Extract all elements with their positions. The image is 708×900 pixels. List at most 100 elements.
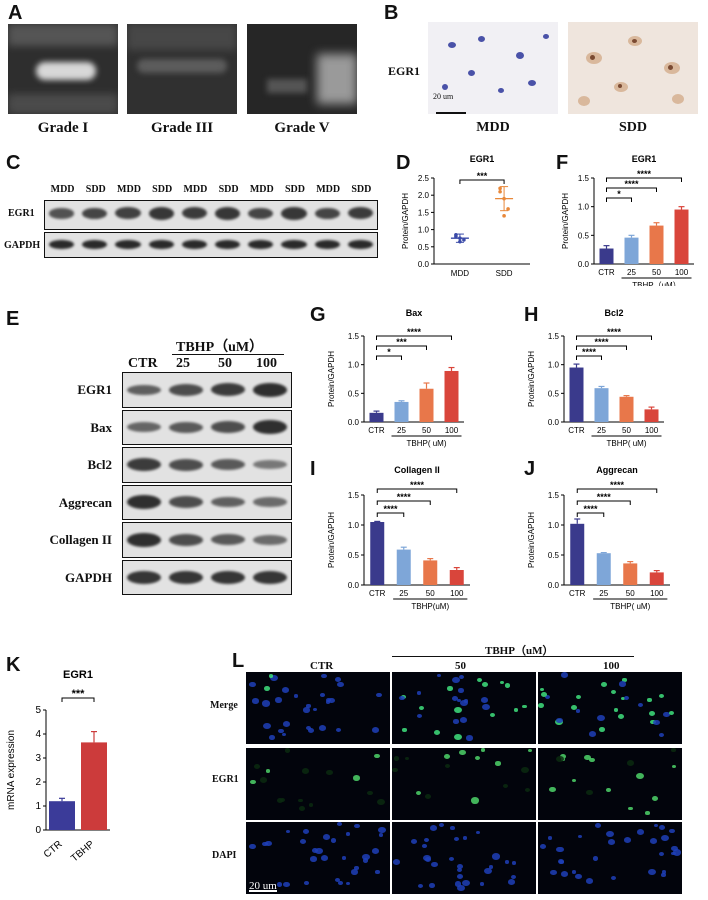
nucleus — [539, 687, 545, 692]
nucleus — [392, 768, 398, 773]
sig-bracket — [606, 197, 632, 202]
blot-c-lane-labels: MDD SDD MDD SDD MDD SDD MDD SDD MDD SDD — [46, 184, 376, 198]
nucleus — [628, 806, 633, 811]
if-col-100: 100 — [603, 660, 620, 672]
nucleus — [617, 714, 624, 720]
blot-e-row-label: Aggrecan — [58, 494, 112, 510]
nucleus — [249, 779, 256, 785]
band — [215, 206, 241, 220]
bar — [570, 523, 585, 585]
band — [347, 240, 373, 249]
nucleus — [454, 707, 462, 714]
sig-bracket — [576, 500, 631, 505]
nucleus — [592, 856, 599, 861]
nucleus — [457, 698, 462, 702]
nucleus — [489, 712, 495, 717]
nucleus — [454, 881, 462, 887]
nucleus — [312, 707, 318, 712]
y-tick-label: 0.0 — [578, 260, 590, 269]
y-tick-label: 0.5 — [548, 551, 560, 560]
blot-e-row — [122, 372, 292, 408]
blot-c-lane-label: SDD — [152, 184, 173, 195]
nucleus — [330, 838, 337, 843]
if-row-egr1: EGR1 — [212, 774, 239, 785]
nucleus — [556, 846, 564, 853]
nucleus — [607, 838, 616, 845]
band — [281, 240, 307, 249]
y-tick-label: 1.0 — [548, 361, 560, 370]
blot-e-row-label: Bax — [90, 419, 112, 435]
nucleus — [451, 696, 458, 702]
nucleus — [482, 703, 490, 711]
x-axis-label: TBHP(uM) — [411, 602, 449, 611]
y-tick-label: 0.5 — [418, 243, 430, 252]
nucleus — [303, 707, 310, 713]
sig-stars: **** — [582, 347, 597, 357]
y-tick-label: 1.5 — [548, 332, 560, 341]
nucleus — [611, 689, 617, 695]
nucleus — [325, 700, 330, 704]
blot-c-lane-label: MDD — [249, 184, 274, 195]
nucleus — [466, 735, 473, 741]
panel-label-k: K — [6, 654, 21, 676]
nucleus — [300, 839, 307, 845]
data-point — [498, 186, 502, 191]
blot-e-tbhp-line — [172, 354, 284, 355]
nucleus — [453, 719, 459, 724]
nucleus — [310, 856, 317, 862]
if-image — [392, 748, 536, 820]
bar — [369, 412, 384, 422]
band — [253, 534, 287, 545]
y-tick-label: 1 — [35, 801, 41, 812]
nucleus — [428, 883, 435, 889]
y-tick-label: 0.0 — [548, 418, 560, 427]
nucleus — [378, 827, 386, 834]
nucleus — [637, 828, 645, 835]
nucleus — [448, 856, 454, 861]
nucleus — [653, 720, 660, 726]
band — [314, 207, 340, 220]
nucleus — [367, 791, 373, 796]
nucleus — [323, 833, 331, 840]
nucleus — [668, 710, 675, 716]
if-row-dapi: DAPI — [212, 850, 237, 861]
nucleus — [476, 677, 483, 682]
nucleus — [561, 871, 569, 877]
mri-image-grade-1 — [8, 24, 118, 114]
x-tick-label: CTR — [368, 426, 385, 435]
blot-e-row — [122, 447, 292, 483]
nucleus — [596, 714, 605, 722]
blot-e-row-label: Bcl2 — [87, 457, 112, 472]
grade-3-label: Grade III — [150, 120, 214, 136]
x-tick-label: CTR — [42, 839, 65, 861]
blot-e-lane-25: 25 — [176, 356, 190, 371]
band — [211, 497, 245, 508]
nucleus — [480, 697, 488, 703]
sig-bracket — [576, 345, 627, 350]
if-tbhp-label: TBHP（uM） — [485, 645, 554, 657]
nucleus — [575, 694, 581, 699]
y-tick-label: 2.5 — [418, 174, 430, 183]
nucleus — [560, 672, 569, 679]
nucleus — [627, 760, 635, 767]
blot-e-row-label: EGR1 — [77, 382, 112, 397]
chart-g: Bax 0.0 0.5 1.0 1.5 Protein/GAPDH CTR 25 50 100 TB… — [327, 308, 464, 448]
x-tick-label: 25 — [397, 426, 406, 435]
y-axis-label: Protein/GAPDH — [327, 512, 336, 568]
nucleus — [575, 873, 583, 880]
nucleus — [262, 700, 271, 707]
data-point — [454, 232, 458, 237]
y-tick-label: 1.0 — [348, 361, 360, 370]
bar — [423, 560, 438, 585]
band — [253, 420, 287, 435]
nucleus — [571, 705, 578, 711]
band — [253, 497, 287, 508]
y-tick-label: 0.5 — [578, 231, 590, 240]
sig-stars: *** — [396, 337, 407, 347]
if-image — [246, 748, 390, 820]
band — [49, 240, 75, 249]
nucleus — [648, 869, 656, 876]
nucleus — [393, 756, 400, 761]
nucleus — [263, 722, 271, 729]
ihc-row-label: EGR1 — [388, 64, 421, 78]
